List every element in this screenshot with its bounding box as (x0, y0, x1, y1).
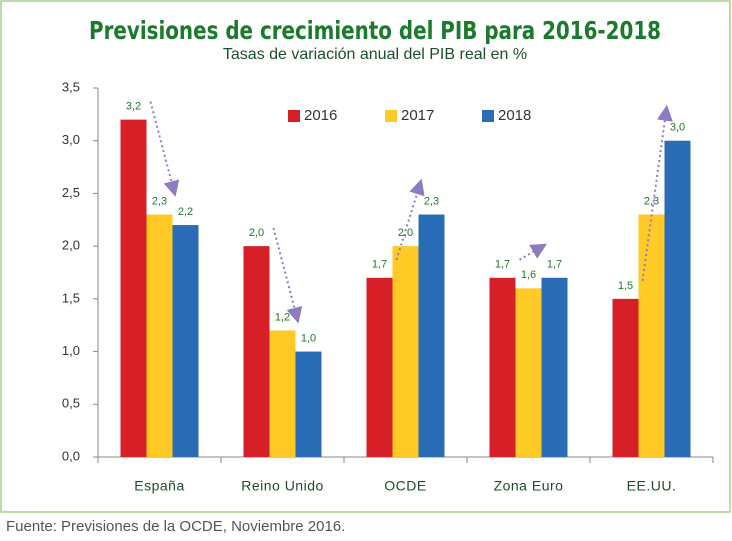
x-tick-label: EE.UU. (627, 478, 677, 494)
value-label: 1,7 (495, 259, 510, 271)
bar (295, 351, 322, 457)
bar (146, 214, 173, 457)
bar (638, 214, 665, 457)
value-label: 3,2 (126, 101, 141, 113)
bar (664, 140, 691, 457)
y-tick-label: 3,0 (62, 132, 80, 147)
value-label: 2,3 (152, 195, 167, 207)
bar (243, 246, 270, 457)
value-label: 1,5 (618, 280, 633, 292)
source-note: Fuente: Previsiones de la OCDE, Noviembr… (6, 518, 345, 535)
chart-subtitle: Tasas de variación anual del PIB real en… (223, 46, 527, 63)
value-label: 1,7 (372, 259, 387, 271)
bar (489, 277, 516, 457)
x-tick-label: Zona Euro (494, 478, 564, 494)
bar (366, 277, 393, 457)
bar (392, 246, 419, 457)
value-label: 2,3 (424, 195, 439, 207)
x-tick-label: España (134, 478, 184, 494)
bar (172, 225, 199, 457)
bar (269, 330, 296, 457)
y-tick-label: 3,5 (62, 79, 80, 94)
trend-arrow (518, 243, 547, 261)
bar (541, 277, 568, 457)
chart-title: Previsiones de crecimiento del PIB para … (89, 16, 661, 45)
legend-label: 2018 (498, 107, 531, 124)
y-tick-label: 2,5 (62, 185, 80, 200)
bar (120, 119, 147, 457)
value-label: 1,7 (547, 259, 562, 271)
value-label: 1,2 (275, 311, 290, 323)
trend-arrow (272, 227, 303, 324)
value-label: 2,0 (249, 227, 264, 239)
value-label: 1,0 (301, 332, 316, 344)
bar (515, 288, 542, 457)
y-tick-label: 0,5 (62, 396, 80, 411)
legend-swatch (385, 110, 397, 122)
value-label: 2,3 (644, 195, 659, 207)
trend-arrow (395, 178, 425, 261)
y-tick-label: 0,0 (62, 448, 80, 463)
value-label: 2,0 (398, 227, 413, 239)
legend-swatch (482, 110, 494, 122)
legend-label: 2017 (401, 107, 434, 124)
bar (418, 214, 445, 457)
bar (612, 298, 639, 457)
frame (0, 0, 731, 513)
x-tick-label: Reino Unido (241, 478, 324, 494)
legend-swatch (288, 110, 300, 122)
value-label: 3,0 (670, 122, 685, 134)
value-label: 2,2 (178, 206, 193, 218)
legend-label: 2016 (304, 107, 337, 124)
y-tick-label: 1,0 (62, 343, 80, 358)
value-label: 1,6 (521, 269, 536, 281)
x-tick-label: OCDE (384, 478, 426, 494)
trend-arrow (641, 104, 673, 281)
y-tick-label: 2,0 (62, 238, 80, 253)
y-tick-label: 1,5 (62, 290, 80, 305)
trend-arrow (149, 101, 180, 197)
